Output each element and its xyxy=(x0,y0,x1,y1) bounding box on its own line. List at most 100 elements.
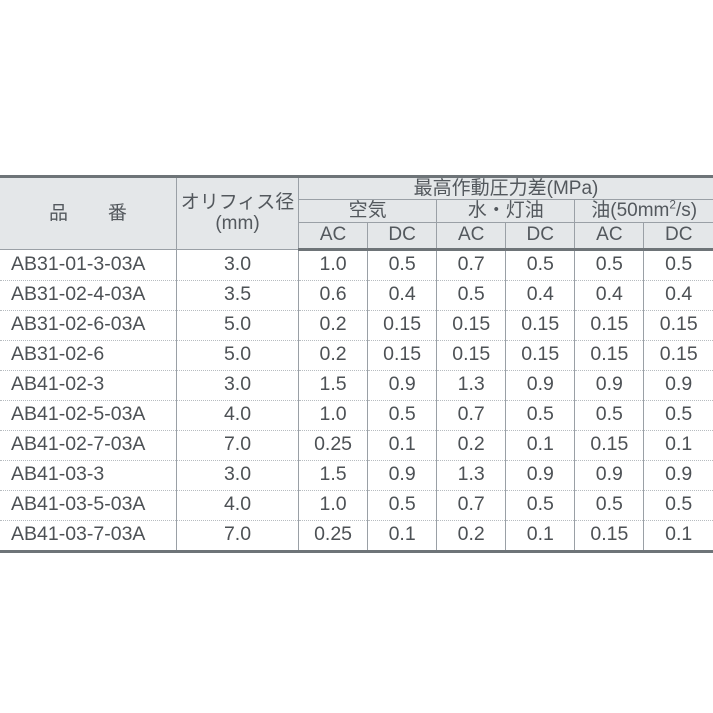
cell-part-number: AB41-02-3 xyxy=(0,370,177,401)
table-row: AB31-02-6 5.0 0.2 0.15 0.15 0.15 0.15 0.15 xyxy=(0,340,713,371)
cell-air-ac: 1.0 xyxy=(297,490,369,521)
cell-oil-ac: 0.4 xyxy=(574,280,645,311)
table-row: AB41-02-3 3.0 1.5 0.9 1.3 0.9 0.9 0.9 xyxy=(0,370,713,401)
cell-water-dc: 0.5 xyxy=(505,490,576,521)
header-water-dc: DC xyxy=(505,222,576,251)
cell-air-dc: 0.5 xyxy=(367,249,438,281)
cell-oil-dc: 0.15 xyxy=(643,310,713,341)
cell-water-ac: 0.15 xyxy=(436,340,507,371)
cell-oil-ac: 0.15 xyxy=(574,520,645,553)
header-part-number: 品 番 xyxy=(0,175,177,250)
cell-oil-ac: 0.15 xyxy=(574,310,645,341)
cell-oil-dc: 0.5 xyxy=(643,490,713,521)
cell-part-number: AB41-03-3 xyxy=(0,460,177,491)
header-air-dc: DC xyxy=(367,222,438,251)
table-row: AB41-02-7-03A 7.0 0.25 0.1 0.2 0.1 0.15 0.1 xyxy=(0,430,713,461)
cell-water-ac: 0.15 xyxy=(436,310,507,341)
cell-oil-dc: 0.1 xyxy=(643,430,713,461)
cell-part-number: AB41-03-7-03A xyxy=(0,520,177,553)
cell-air-ac: 0.2 xyxy=(297,310,369,341)
cell-air-dc: 0.1 xyxy=(367,520,438,553)
cell-oil-dc: 0.5 xyxy=(643,249,713,281)
header-row-media: 空気 水・灯油 油(50mm2/s) xyxy=(0,198,713,223)
cell-part-number: AB31-02-6 xyxy=(0,340,177,371)
cell-air-ac: 0.2 xyxy=(297,340,369,371)
cell-air-dc: 0.5 xyxy=(367,490,438,521)
cell-water-ac: 0.2 xyxy=(436,430,507,461)
cell-air-dc: 0.5 xyxy=(367,400,438,431)
cell-oil-ac: 0.15 xyxy=(574,340,645,371)
cell-water-ac: 0.7 xyxy=(436,249,507,281)
table-row: AB41-03-3 3.0 1.5 0.9 1.3 0.9 0.9 0.9 xyxy=(0,460,713,491)
cell-water-ac: 0.2 xyxy=(436,520,507,553)
cell-part-number: AB31-02-4-03A xyxy=(0,280,177,311)
cell-oil-dc: 0.1 xyxy=(643,520,713,553)
cell-orifice-diameter: 4.0 xyxy=(176,490,299,521)
cell-oil-dc: 0.5 xyxy=(643,400,713,431)
specification-table: 品 番 オリフィス径 (mm) 最高作動圧力差(MPa) 空気 水・灯油 油(5… xyxy=(0,174,713,553)
cell-part-number: AB41-02-7-03A xyxy=(0,430,177,461)
table-row: AB41-03-7-03A 7.0 0.25 0.1 0.2 0.1 0.15 0.1 xyxy=(0,520,713,553)
cell-orifice-diameter: 5.0 xyxy=(176,310,299,341)
cell-water-dc: 0.1 xyxy=(505,430,576,461)
cell-air-dc: 0.15 xyxy=(367,310,438,341)
cell-oil-dc: 0.4 xyxy=(643,280,713,311)
cell-water-dc: 0.9 xyxy=(505,370,576,401)
cell-air-dc: 0.9 xyxy=(367,370,438,401)
cell-water-dc: 0.15 xyxy=(505,340,576,371)
cell-water-ac: 0.5 xyxy=(436,280,507,311)
cell-air-ac: 1.0 xyxy=(297,400,369,431)
cell-oil-ac: 0.9 xyxy=(574,460,645,491)
cell-air-ac: 1.0 xyxy=(297,249,369,281)
cell-orifice-diameter: 3.0 xyxy=(176,249,299,281)
header-media-oil-prefix: 油(50mm xyxy=(591,200,670,222)
cell-orifice-diameter: 7.0 xyxy=(176,520,299,553)
cell-air-ac: 0.25 xyxy=(297,430,369,461)
table-row: AB41-02-5-03A 4.0 1.0 0.5 0.7 0.5 0.5 0.5 xyxy=(0,400,713,431)
cell-part-number: AB41-03-5-03A xyxy=(0,490,177,521)
cell-oil-ac: 0.9 xyxy=(574,370,645,401)
cell-oil-dc: 0.9 xyxy=(643,460,713,491)
cell-water-dc: 0.5 xyxy=(505,249,576,281)
cell-water-ac: 1.3 xyxy=(436,460,507,491)
specification-table-container: 品 番 オリフィス径 (mm) 最高作動圧力差(MPa) 空気 水・灯油 油(5… xyxy=(0,174,713,553)
table-row: AB31-02-6-03A 5.0 0.2 0.15 0.15 0.15 0.15 0.15 xyxy=(0,310,713,341)
cell-oil-dc: 0.9 xyxy=(643,370,713,401)
cell-oil-dc: 0.15 xyxy=(643,340,713,371)
header-row-group: 品 番 オリフィス径 (mm) 最高作動圧力差(MPa) xyxy=(0,174,713,250)
header-media-air: 空気 xyxy=(297,199,438,223)
cell-orifice-diameter: 3.5 xyxy=(176,280,299,311)
cell-air-dc: 0.4 xyxy=(367,280,438,311)
cell-orifice-diameter: 5.0 xyxy=(176,340,299,371)
cell-orifice-diameter: 3.0 xyxy=(176,460,299,491)
cell-orifice-diameter: 7.0 xyxy=(176,430,299,461)
cell-oil-ac: 0.5 xyxy=(574,400,645,431)
cell-part-number: AB31-01-3-03A xyxy=(0,249,177,281)
header-oil-dc: DC xyxy=(643,222,713,251)
table-row: AB31-01-3-03A 3.0 1.0 0.5 0.7 0.5 0.5 0.5 xyxy=(0,249,713,281)
cell-orifice-diameter: 4.0 xyxy=(176,400,299,431)
cell-water-dc: 0.5 xyxy=(505,400,576,431)
cell-water-ac: 1.3 xyxy=(436,370,507,401)
cell-water-ac: 0.7 xyxy=(436,400,507,431)
header-air-ac: AC xyxy=(297,222,369,251)
header-media-oil: 油(50mm2/s) xyxy=(574,198,713,223)
header-water-ac: AC xyxy=(436,222,507,251)
cell-air-ac: 0.6 xyxy=(297,280,369,311)
cell-air-dc: 0.15 xyxy=(367,340,438,371)
cell-water-dc: 0.4 xyxy=(505,280,576,311)
table-row: AB31-02-4-03A 3.5 0.6 0.4 0.5 0.4 0.4 0.4 xyxy=(0,280,713,311)
cell-oil-ac: 0.5 xyxy=(574,490,645,521)
header-media-oil-superscript: 2 xyxy=(669,198,676,212)
header-media-water-kerosene: 水・灯油 xyxy=(436,199,576,223)
cell-air-dc: 0.9 xyxy=(367,460,438,491)
cell-air-ac: 1.5 xyxy=(297,460,369,491)
cell-air-ac: 0.25 xyxy=(297,520,369,553)
cell-water-ac: 0.7 xyxy=(436,490,507,521)
cell-water-dc: 0.1 xyxy=(505,520,576,553)
cell-water-dc: 0.9 xyxy=(505,460,576,491)
cell-oil-ac: 0.15 xyxy=(574,430,645,461)
header-part-number-label: 品 番 xyxy=(49,202,138,224)
cell-oil-ac: 0.5 xyxy=(574,249,645,281)
header-orifice-line1: オリフィス径 xyxy=(180,192,295,213)
